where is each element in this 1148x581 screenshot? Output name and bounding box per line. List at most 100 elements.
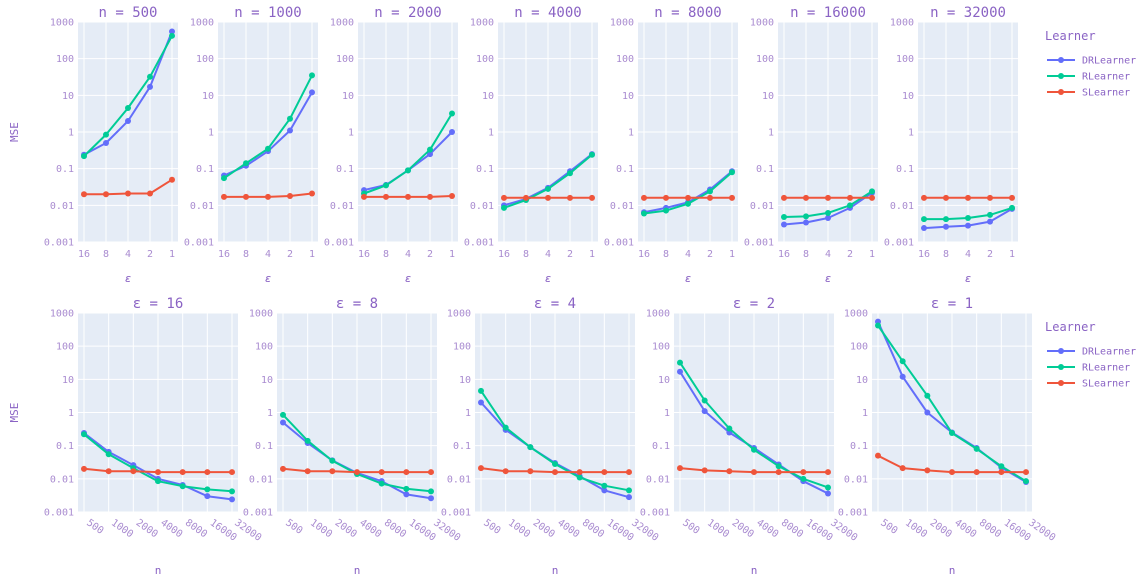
chart-panel-4: 0.001 0.01 0.1 1 10 100 1000 16 8 4 2 1 n = 8000 ε: [604, 5, 738, 285]
x-tick-label: 500: [481, 517, 502, 536]
data-point-rlearner: [155, 478, 161, 485]
data-point-slearner: [147, 190, 153, 197]
data-point-rlearner: [427, 146, 433, 153]
data-point-slearner: [781, 194, 787, 201]
data-point-drlearner: [626, 494, 632, 501]
x-tick-label: 16000: [208, 517, 239, 543]
data-point-rlearner: [287, 115, 293, 122]
data-point-slearner: [626, 469, 632, 476]
data-point-rlearner: [998, 463, 1005, 470]
x-tick-label: 1: [169, 249, 175, 260]
data-point-rlearner: [567, 170, 573, 177]
x-tick-label: 16: [918, 249, 930, 260]
x-tick-label: 16: [498, 249, 510, 260]
x-axis-label: ε: [545, 272, 552, 285]
data-point-rlearner: [729, 169, 735, 176]
data-point-slearner: [921, 194, 927, 201]
legend-label: DRLearner: [1082, 347, 1136, 358]
x-axis-label: n: [949, 564, 956, 577]
legend-title: Learner: [1045, 29, 1096, 43]
y-tick-label: 1: [68, 128, 74, 139]
data-point-slearner: [125, 190, 131, 197]
y-tick-label: 0.1: [756, 164, 774, 175]
data-point-slearner: [383, 193, 389, 200]
data-point-slearner: [576, 469, 583, 476]
data-point-rlearner: [1009, 204, 1015, 211]
y-tick-label: 0.01: [249, 474, 273, 485]
data-point-slearner: [899, 465, 906, 472]
data-point-drlearner: [899, 373, 906, 380]
data-point-rlearner: [943, 216, 949, 223]
data-point-drlearner: [204, 493, 211, 500]
data-point-rlearner: [103, 131, 109, 138]
data-point-slearner: [949, 469, 955, 476]
chart-panel-6: 0.001 0.01 0.1 1 10 100 1000 16 8 4 2 1 n = 32000 ε: [884, 5, 1018, 285]
x-tick-label: 1000: [506, 517, 532, 540]
y-tick-label: 100: [255, 342, 273, 353]
data-point-drlearner: [125, 117, 131, 124]
legend-marker: [1058, 73, 1064, 79]
x-axis-label: ε: [125, 272, 132, 285]
data-point-drlearner: [403, 491, 410, 498]
data-point-drlearner: [449, 129, 455, 135]
x-tick-label: 8: [803, 249, 809, 260]
data-point-rlearner: [221, 175, 227, 182]
chart-panel-0: 0.001 0.01 0.1 1 10 100 1000 16 8 4 2 1 n = 500 ε MSE: [8, 5, 178, 285]
y-tick-label: 1000: [890, 18, 914, 29]
data-point-slearner: [280, 465, 286, 472]
x-tick-label: 8000: [779, 517, 805, 540]
panel-title: ε = 16: [133, 296, 184, 312]
x-tick-label: 32000: [1026, 517, 1057, 543]
y-tick-label: 0.001: [441, 508, 471, 519]
x-tick-label: 32000: [828, 517, 859, 543]
legend-marker: [1058, 380, 1064, 386]
x-tick-label: 2000: [928, 517, 954, 540]
x-tick-label: 32000: [232, 517, 263, 543]
x-axis-label: n: [155, 564, 162, 577]
data-point-rlearner: [751, 446, 757, 453]
data-point-slearner: [825, 469, 831, 476]
chart-panel-3: 0.001 0.01 0.1 1 10 100 1000 16 8 4 2 1 n = 4000 ε: [464, 5, 598, 285]
x-tick-label: 16: [218, 249, 230, 260]
data-point-rlearner: [502, 424, 509, 431]
y-tick-label: 0.1: [196, 164, 214, 175]
y-tick-label: 0.01: [890, 201, 914, 212]
data-point-drlearner: [803, 219, 809, 226]
legend-label: SLearner: [1082, 88, 1130, 99]
y-tick-label: 0.1: [56, 441, 74, 452]
data-point-rlearner: [383, 182, 389, 189]
y-tick-label: 1000: [447, 309, 471, 320]
data-point-slearner: [729, 194, 735, 201]
x-tick-label: 2000: [730, 517, 756, 540]
x-tick-label: 32000: [431, 517, 462, 543]
data-point-rlearner: [825, 484, 831, 491]
data-point-rlearner: [265, 145, 271, 152]
data-point-rlearner: [147, 73, 153, 80]
x-tick-label: 16000: [407, 517, 438, 543]
legend-label: DRLearner: [1082, 56, 1136, 67]
legend-label: RLearner: [1082, 72, 1130, 83]
data-point-rlearner: [685, 200, 691, 207]
panel-title: n = 8000: [654, 5, 721, 21]
y-tick-label: 100: [196, 54, 214, 65]
data-point-slearner: [478, 465, 484, 472]
x-tick-label: 16000: [1002, 517, 1033, 543]
y-tick-label: 10: [482, 91, 494, 102]
x-tick-label: 8000: [580, 517, 606, 540]
x-tick-label: 4: [965, 249, 971, 260]
y-tick-label: 0.001: [324, 238, 354, 249]
y-tick-label: 10: [622, 91, 634, 102]
y-tick-label: 100: [896, 54, 914, 65]
y-tick-label: 0.01: [610, 201, 634, 212]
x-tick-label: 8000: [977, 517, 1003, 540]
x-tick-label: 4000: [952, 517, 978, 540]
data-point-rlearner: [304, 437, 311, 444]
y-tick-label: 1: [348, 128, 354, 139]
x-tick-label: 4: [545, 249, 551, 260]
y-tick-label: 1: [267, 408, 273, 419]
data-point-rlearner: [987, 211, 993, 218]
y-tick-label: 100: [336, 54, 354, 65]
chart-panel-1: 0.001 0.01 0.1 1 10 100 1000 16 8 4 2 1 n = 1000 ε: [184, 5, 318, 285]
